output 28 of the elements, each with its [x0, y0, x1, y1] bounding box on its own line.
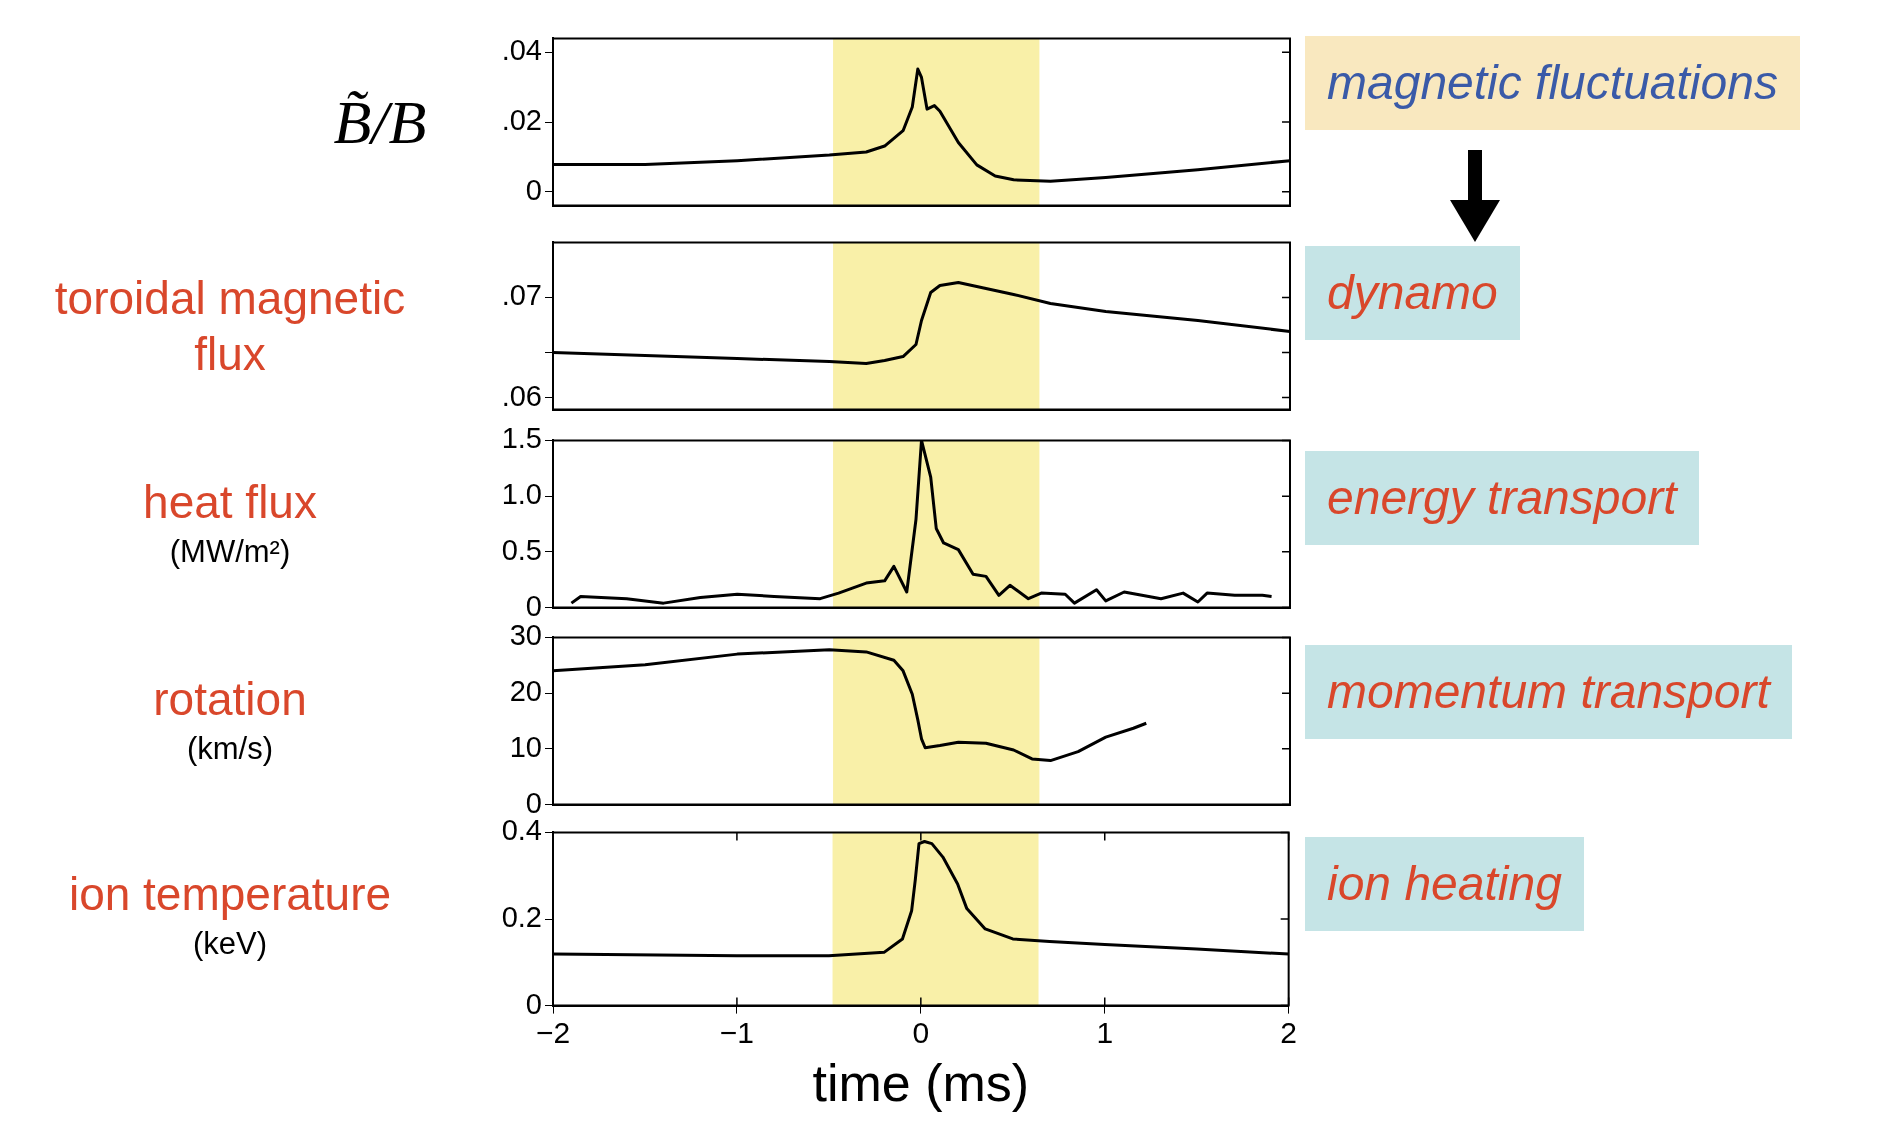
y-tick-label: 10: [509, 730, 542, 763]
y-tick-label: 0: [525, 173, 542, 206]
y-tick-label: 0.2: [501, 901, 542, 933]
y-axis-title: ion temperature (keV): [67, 867, 393, 963]
y-tick-label: 20: [509, 675, 542, 708]
text: momentum transport: [1305, 645, 1792, 739]
y-tick-label: .07: [501, 279, 542, 312]
x-tick-label: 1: [1096, 1015, 1114, 1049]
x-tick-label: −1: [719, 1015, 755, 1049]
y-tick-label: .04: [501, 34, 542, 67]
y-axis-title: heat flux (MW/m²): [142, 475, 318, 571]
text: dynamo: [1305, 246, 1520, 340]
x-tick-label: 2: [1280, 1015, 1297, 1049]
y-tick-label: 0.5: [501, 533, 542, 566]
y-axis-title: B̃/B: [333, 87, 427, 157]
y-tick-label: 30: [509, 619, 542, 652]
text: energy transport: [1305, 451, 1699, 545]
y-tick-label: .06: [501, 379, 542, 412]
y-tick-label: 0: [525, 589, 542, 622]
text: ion heating: [1305, 837, 1584, 931]
y-axis-title: toroidal magnetic flux: [53, 271, 407, 382]
y-tick-label: .02: [501, 104, 542, 136]
y-axis-title: rotation (km/s): [152, 672, 308, 768]
y-tick-label: 1.5: [501, 422, 542, 455]
x-axis-title: time (ms): [812, 1054, 1030, 1113]
y-tick-label: 1.0: [501, 478, 542, 511]
text: magnetic fluctuations: [1305, 36, 1800, 130]
x-tick-label: 0: [912, 1015, 930, 1049]
